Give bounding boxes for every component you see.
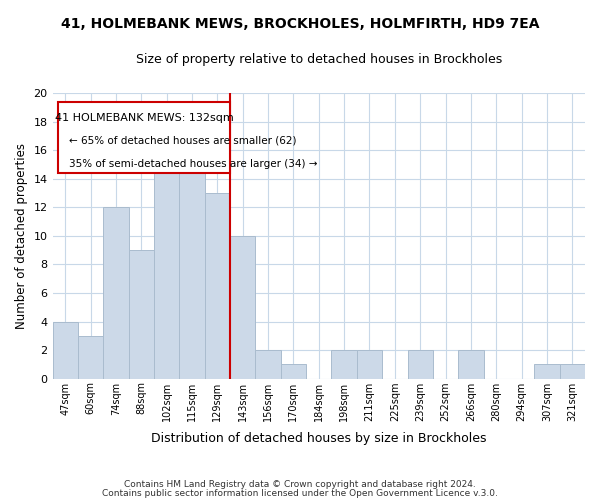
X-axis label: Distribution of detached houses by size in Brockholes: Distribution of detached houses by size … [151,432,487,445]
Y-axis label: Number of detached properties: Number of detached properties [15,143,28,329]
Text: 41 HOLMEBANK MEWS: 132sqm: 41 HOLMEBANK MEWS: 132sqm [55,113,233,123]
Bar [154,136,179,378]
Text: Contains public sector information licensed under the Open Government Licence v.: Contains public sector information licen… [102,488,498,498]
Bar [179,150,205,378]
Bar [281,364,306,378]
Bar [256,350,281,378]
Text: 41, HOLMEBANK MEWS, BROCKHOLES, HOLMFIRTH, HD9 7EA: 41, HOLMEBANK MEWS, BROCKHOLES, HOLMFIRT… [61,18,539,32]
Bar [103,208,128,378]
Bar [331,350,357,378]
Bar [205,193,230,378]
Text: 35% of semi-detached houses are larger (34) →: 35% of semi-detached houses are larger (… [68,158,317,168]
Title: Size of property relative to detached houses in Brockholes: Size of property relative to detached ho… [136,52,502,66]
FancyBboxPatch shape [58,102,230,173]
Text: Contains HM Land Registry data © Crown copyright and database right 2024.: Contains HM Land Registry data © Crown c… [124,480,476,489]
Bar [78,336,103,378]
Bar [407,350,433,378]
Bar [458,350,484,378]
Text: ← 65% of detached houses are smaller (62): ← 65% of detached houses are smaller (62… [68,136,296,146]
Bar [230,236,256,378]
Bar [534,364,560,378]
Bar [128,250,154,378]
Bar [357,350,382,378]
Bar [53,322,78,378]
Bar [560,364,585,378]
